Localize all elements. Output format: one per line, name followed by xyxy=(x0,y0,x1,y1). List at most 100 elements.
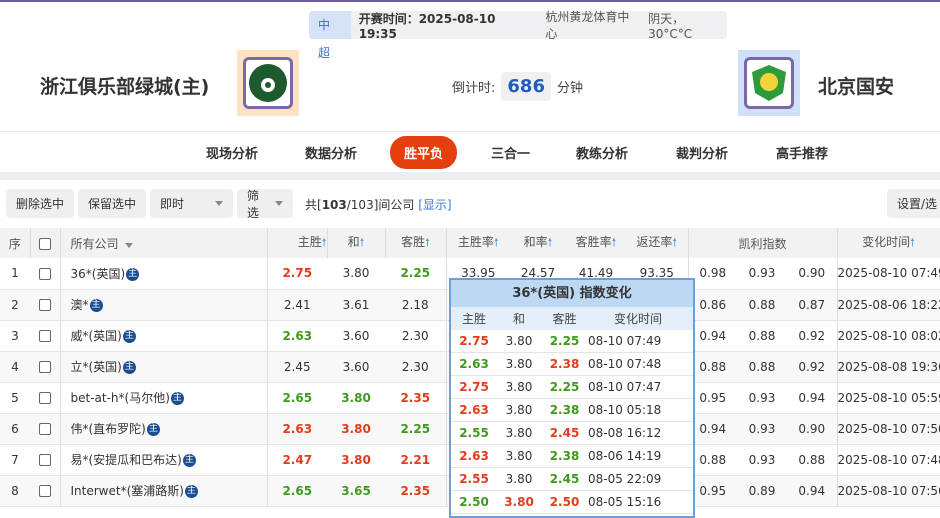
col-draw-rate[interactable]: 和率🠕 xyxy=(510,228,566,258)
tab-expert-picks[interactable]: 高手推荐 xyxy=(776,147,829,162)
kelly-value: 0.89 xyxy=(737,475,787,507)
row-checkbox[interactable] xyxy=(30,382,61,414)
row-checkbox[interactable] xyxy=(30,351,61,383)
col-return-rate[interactable]: 返还率🠕 xyxy=(626,228,689,258)
change-time: 2025-08-10 05:59 xyxy=(837,382,940,414)
away-team-logo[interactable] xyxy=(738,50,800,116)
filter-dropdown[interactable]: 筛选 xyxy=(237,189,293,220)
company-count: 共[103/103]间公司 [显示] xyxy=(305,198,452,212)
row-index: 1 xyxy=(0,258,30,290)
tab-coach-analysis[interactable]: 教练分析 xyxy=(576,147,629,162)
odds-change-popup: 36*(英国) 指数变化 主胜和客胜 变化时间 2.75 3.80 2.25 08-10… xyxy=(449,278,695,518)
tab-referee-analysis[interactable]: 裁判分析 xyxy=(676,147,729,162)
kelly-value: 0.98 xyxy=(688,258,737,290)
kelly-value: 0.90 xyxy=(787,258,838,290)
company-name[interactable]: 立*(英国) 主 xyxy=(60,351,268,383)
kelly-value: 0.95 xyxy=(688,382,737,414)
home-team-name[interactable]: 浙江俱乐部绿城(主) xyxy=(40,76,210,98)
select-all-checkbox[interactable] xyxy=(30,228,61,258)
change-time: 2025-08-10 07:56 xyxy=(837,475,940,507)
change-time: 2025-08-10 07:50 xyxy=(837,413,940,445)
popup-title: 36*(英国) 指数变化 xyxy=(451,280,693,307)
row-index: 2 xyxy=(0,289,30,321)
company-name[interactable]: 澳* 主 xyxy=(60,289,268,321)
odds-value: 3.80 xyxy=(327,413,385,445)
countdown-value: 686 xyxy=(501,72,551,101)
home-badge-icon: 主 xyxy=(122,361,136,374)
mode-value: 即时 xyxy=(160,197,185,211)
odds-value: 2.30 xyxy=(385,320,447,352)
kelly-value: 0.90 xyxy=(787,413,838,445)
odds-value: 2.25 xyxy=(385,258,447,290)
kelly-value: 0.93 xyxy=(737,258,787,290)
odds-value: 2.35 xyxy=(385,382,447,414)
odds-value: 2.45 xyxy=(267,351,327,383)
settings-button[interactable]: 设置/选 xyxy=(887,189,940,218)
odds-value: 3.60 xyxy=(327,351,385,383)
odds-value: 3.60 xyxy=(327,320,385,352)
company-name[interactable]: 易*(安提瓜和巴布达) 主 xyxy=(60,444,268,476)
col-index: 序 xyxy=(0,228,31,258)
home-badge-icon: 主 xyxy=(184,485,198,498)
company-name[interactable]: 伟*(直布罗陀) 主 xyxy=(60,413,268,445)
tab-three-in-one[interactable]: 三合一 xyxy=(491,147,531,162)
keep-selected-button[interactable]: 保留选中 xyxy=(78,189,146,218)
col-company[interactable]: 所有公司 xyxy=(60,228,268,258)
show-link[interactable]: [显示] xyxy=(418,198,452,212)
row-checkbox[interactable] xyxy=(30,320,61,352)
col-change-time[interactable]: 变化时间🠕 xyxy=(837,228,940,258)
home-team-logo[interactable] xyxy=(237,50,299,116)
table-row[interactable]: 8 Interwet*(塞浦路斯) 主 2.65 3.65 2.35 0.95 0.89 0.9… xyxy=(0,475,940,507)
change-time: 2025-08-10 08:02 xyxy=(837,320,940,352)
tab-1x2[interactable]: 胜平负 xyxy=(390,136,458,169)
odds-value: 2.21 xyxy=(385,444,447,476)
home-badge-icon: 主 xyxy=(126,267,140,281)
mode-select[interactable]: 即时 xyxy=(150,189,233,218)
col-away[interactable]: 客胜🠕 xyxy=(385,228,447,258)
kelly-value: 0.95 xyxy=(688,475,737,507)
kelly-value: 0.93 xyxy=(737,413,787,445)
company-name[interactable]: bet-at-h*(马尔他) 主 xyxy=(60,382,268,414)
analysis-nav: 现场分析 数据分析 胜平负 三合一 教练分析 裁判分析 高手推荐 xyxy=(0,131,940,173)
tab-data-analysis[interactable]: 数据分析 xyxy=(305,147,358,162)
popup-row: 2.50 3.80 2.50 08-05 15:16 xyxy=(451,491,693,514)
delete-selected-button[interactable]: 删除选中 xyxy=(6,189,74,218)
sort-up-icon: 🠕 xyxy=(611,236,617,249)
sort-up-icon: 🠕 xyxy=(547,236,553,249)
countdown-label: 倒计时: xyxy=(452,81,496,96)
league-tag[interactable]: 中超 xyxy=(309,11,351,60)
row-checkbox[interactable] xyxy=(30,258,61,290)
odds-value: 3.80 xyxy=(327,382,385,414)
col-home-rate[interactable]: 主胜率🠕 xyxy=(446,228,510,258)
kelly-value: 0.94 xyxy=(787,382,838,414)
row-checkbox[interactable] xyxy=(30,413,61,445)
home-badge-icon: 主 xyxy=(146,423,160,436)
venue: 杭州黄龙体育中心 xyxy=(545,10,630,41)
popup-row: 2.75 3.80 2.25 08-10 07:47 xyxy=(451,376,693,399)
row-index: 7 xyxy=(0,444,30,476)
row-checkbox[interactable] xyxy=(30,475,61,507)
tab-live-analysis[interactable]: 现场分析 xyxy=(206,147,259,162)
odds-value: 2.41 xyxy=(267,289,327,321)
company-name[interactable]: 36*(英国) 主 xyxy=(60,258,268,290)
kelly-value: 0.88 xyxy=(737,351,787,383)
col-draw[interactable]: 和🠕 xyxy=(327,228,386,258)
odds-value: 2.47 xyxy=(267,444,327,476)
kelly-value: 0.86 xyxy=(688,289,737,321)
top-border xyxy=(0,0,940,2)
company-name[interactable]: Interwet*(塞浦路斯) 主 xyxy=(60,475,268,507)
odds-value: 3.80 xyxy=(327,444,385,476)
row-checkbox[interactable] xyxy=(30,444,61,476)
odds-value: 2.25 xyxy=(385,413,447,445)
col-home[interactable]: 主胜🠕 xyxy=(267,228,328,258)
match-info-bar: 中超 开赛时间：2025-08-10 19:35 杭州黄龙体育中心 阴天，30°… xyxy=(309,10,727,60)
row-checkbox[interactable] xyxy=(30,289,61,321)
away-team-name[interactable]: 北京国安 xyxy=(818,76,895,98)
divider xyxy=(0,172,940,180)
company-name[interactable]: 威*(英国) 主 xyxy=(60,320,268,352)
chevron-down-icon xyxy=(215,201,223,206)
popup-row: 2.55 3.80 2.45 08-05 22:09 xyxy=(451,468,693,491)
kelly-value: 0.93 xyxy=(737,444,787,476)
home-badge-icon: 主 xyxy=(89,299,103,312)
col-away-rate[interactable]: 客胜率🠕 xyxy=(566,228,626,258)
